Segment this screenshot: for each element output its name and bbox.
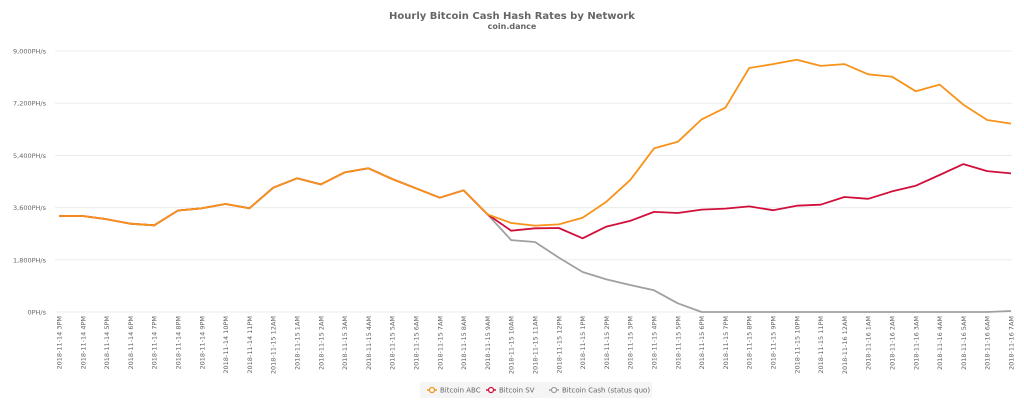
x-tick-label: 2018-11-14 9PM xyxy=(198,316,206,370)
y-tick-label: 0PH/s xyxy=(27,309,46,317)
x-tick-label: 2018-11-15 3AM xyxy=(341,316,349,370)
legend-label: Bitcoin Cash (status quo) xyxy=(562,387,650,395)
x-tick-label: 2018-11-16 3AM xyxy=(912,316,920,370)
x-tick-label: 2018-11-14 7PM xyxy=(151,316,159,370)
y-tick-label: 9,000PH/s xyxy=(13,48,47,56)
legend: Bitcoin ABC Bitcoin SV Bitcoin Cash (statu… xyxy=(420,382,652,398)
x-axis: 2018-11-14 3PM 2018-11-14 4PM 2018-11-14 5… xyxy=(56,316,1016,374)
x-tick-label: 2018-11-15 7AM xyxy=(436,316,444,370)
x-tick-label: 2018-11-15 11PM xyxy=(817,316,825,374)
x-tick-label: 2018-11-15 12AM xyxy=(270,316,278,374)
x-tick-label: 2018-11-14 4PM xyxy=(79,316,87,370)
legend-marker-icon xyxy=(550,386,558,394)
x-tick-label: 2018-11-16 4AM xyxy=(936,316,944,370)
y-axis: 0PH/s 1,800PH/s 3,600PH/s 5,400PH/s 7,200PH/… xyxy=(13,48,47,317)
legend-marker-icon xyxy=(487,386,495,394)
x-tick-label: 2018-11-15 4PM xyxy=(651,316,659,370)
legend-marker-icon xyxy=(428,386,436,394)
legend-label: Bitcoin ABC xyxy=(440,387,481,395)
x-tick-label: 2018-11-16 1AM xyxy=(865,316,873,370)
x-tick-label: 2018-11-15 2AM xyxy=(317,316,325,370)
legend-background xyxy=(420,382,652,398)
x-tick-label: 2018-11-15 2PM xyxy=(603,316,611,370)
x-tick-label: 2018-11-15 3PM xyxy=(627,316,635,370)
x-tick-label: 2018-11-14 3PM xyxy=(56,316,64,370)
legend-item: Bitcoin Cash (status quo) xyxy=(549,387,650,395)
x-tick-label: 2018-11-15 4AM xyxy=(365,316,373,370)
series-line-1 xyxy=(59,163,1012,240)
legend-item: Bitcoin ABC xyxy=(427,387,481,395)
x-tick-label: 2018-11-14 6PM xyxy=(127,316,135,370)
y-tick-label: 5,400PH/s xyxy=(13,152,47,160)
gridlines xyxy=(55,50,1012,313)
x-tick-label: 2018-11-16 5AM xyxy=(960,316,968,370)
legend-item: Bitcoin SV xyxy=(486,387,535,395)
x-tick-label: 2018-11-15 9PM xyxy=(770,316,778,370)
x-tick-label: 2018-11-15 8PM xyxy=(746,316,754,370)
x-tick-label: 2018-11-15 5AM xyxy=(389,316,397,370)
legend-label: Bitcoin SV xyxy=(499,387,535,395)
y-tick-label: 3,600PH/s xyxy=(13,204,47,212)
x-tick-label: 2018-11-14 5PM xyxy=(103,316,111,370)
chart-subtitle: coin.dance xyxy=(488,22,537,31)
x-tick-label: 2018-11-16 7AM xyxy=(1008,316,1016,370)
x-tick-label: 2018-11-15 12PM xyxy=(555,316,563,374)
x-tick-label: 2018-11-15 5PM xyxy=(674,316,682,370)
x-tick-label: 2018-11-15 6AM xyxy=(413,316,421,370)
x-tick-label: 2018-11-14 10PM xyxy=(222,316,230,374)
x-tick-label: 2018-11-16 12AM xyxy=(841,316,849,374)
x-tick-label: 2018-11-14 11PM xyxy=(246,316,254,374)
y-tick-label: 1,800PH/s xyxy=(13,256,47,264)
x-tick-label: 2018-11-15 9AM xyxy=(484,316,492,370)
x-tick-label: 2018-11-15 1AM xyxy=(294,316,302,370)
x-tick-label: 2018-11-15 1PM xyxy=(579,316,587,370)
series-lines xyxy=(59,58,1012,313)
x-tick-label: 2018-11-15 8AM xyxy=(460,316,468,370)
x-tick-label: 2018-11-14 8PM xyxy=(175,316,183,370)
y-tick-label: 7,200PH/s xyxy=(13,100,47,108)
x-tick-label: 2018-11-15 10PM xyxy=(793,316,801,374)
x-tick-label: 2018-11-15 10AM xyxy=(508,316,516,374)
x-tick-label: 2018-11-15 7PM xyxy=(722,316,730,370)
series-line-0 xyxy=(59,58,1012,227)
x-tick-label: 2018-11-16 2AM xyxy=(889,316,897,370)
x-tick-label: 2018-11-15 6PM xyxy=(698,316,706,370)
x-tick-label: 2018-11-15 11AM xyxy=(532,316,540,374)
chart-title: Hourly Bitcoin Cash Hash Rates by Networ… xyxy=(389,11,635,22)
x-tick-label: 2018-11-16 6AM xyxy=(984,316,992,370)
series-line-2 xyxy=(59,167,1012,313)
